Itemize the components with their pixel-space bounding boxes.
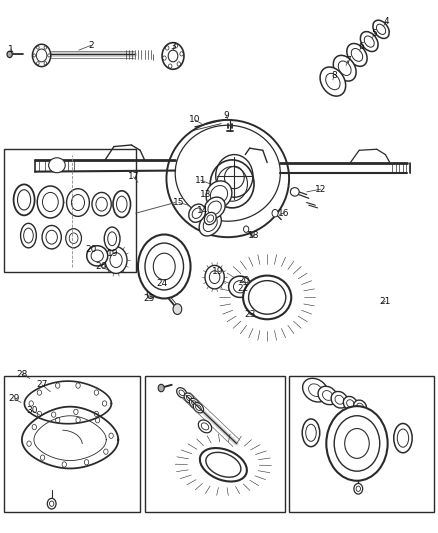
Text: 26: 26 xyxy=(95,262,106,271)
Ellipse shape xyxy=(204,212,216,225)
Ellipse shape xyxy=(360,31,378,52)
Ellipse shape xyxy=(166,120,289,237)
Ellipse shape xyxy=(206,181,232,208)
Circle shape xyxy=(326,406,388,481)
Circle shape xyxy=(66,229,81,248)
Circle shape xyxy=(244,226,249,232)
Ellipse shape xyxy=(320,67,346,96)
Circle shape xyxy=(42,225,61,249)
Ellipse shape xyxy=(333,55,356,81)
Circle shape xyxy=(147,290,154,298)
Bar xyxy=(4,376,140,512)
Text: 25: 25 xyxy=(143,294,155,303)
Circle shape xyxy=(272,209,278,217)
Ellipse shape xyxy=(303,378,328,402)
Ellipse shape xyxy=(204,197,225,219)
Ellipse shape xyxy=(290,188,299,196)
Text: 17: 17 xyxy=(128,173,139,181)
Text: 24: 24 xyxy=(156,279,168,288)
Ellipse shape xyxy=(394,423,412,453)
Ellipse shape xyxy=(229,276,251,297)
Text: 27: 27 xyxy=(36,381,48,389)
Text: 14: 14 xyxy=(197,206,208,215)
Ellipse shape xyxy=(243,276,291,319)
Ellipse shape xyxy=(347,44,367,66)
Ellipse shape xyxy=(104,227,120,251)
Text: 20: 20 xyxy=(239,276,250,285)
Circle shape xyxy=(67,189,89,216)
Circle shape xyxy=(7,51,12,58)
Text: 16: 16 xyxy=(278,209,290,217)
Circle shape xyxy=(37,186,64,218)
Text: 6: 6 xyxy=(358,43,364,51)
Circle shape xyxy=(105,247,127,273)
Text: 20: 20 xyxy=(85,245,97,254)
Ellipse shape xyxy=(177,387,187,398)
Bar xyxy=(145,376,285,512)
Text: 8: 8 xyxy=(331,71,337,80)
Circle shape xyxy=(158,384,164,392)
Text: 23: 23 xyxy=(244,310,255,319)
Bar xyxy=(289,376,434,512)
Text: 1: 1 xyxy=(8,45,14,53)
Ellipse shape xyxy=(331,391,348,408)
Ellipse shape xyxy=(21,223,36,248)
Circle shape xyxy=(354,483,363,494)
Text: 3: 3 xyxy=(170,43,177,51)
Ellipse shape xyxy=(353,400,367,413)
Text: 28: 28 xyxy=(16,370,28,378)
Ellipse shape xyxy=(189,398,200,409)
Ellipse shape xyxy=(113,191,131,217)
Text: 22: 22 xyxy=(237,285,249,293)
Ellipse shape xyxy=(373,20,389,38)
Ellipse shape xyxy=(49,158,65,173)
Ellipse shape xyxy=(87,246,108,266)
Ellipse shape xyxy=(14,184,35,215)
Text: 13: 13 xyxy=(200,190,212,199)
Ellipse shape xyxy=(200,448,247,481)
Circle shape xyxy=(173,304,182,314)
Ellipse shape xyxy=(193,402,204,413)
Circle shape xyxy=(162,43,184,69)
Text: 29: 29 xyxy=(8,394,20,403)
Circle shape xyxy=(47,498,56,509)
Ellipse shape xyxy=(199,212,221,236)
Text: 2: 2 xyxy=(88,41,94,50)
Bar xyxy=(4,149,136,272)
Circle shape xyxy=(138,235,191,298)
Ellipse shape xyxy=(198,420,212,433)
Text: 5: 5 xyxy=(371,29,378,37)
Text: 4: 4 xyxy=(384,17,389,26)
Ellipse shape xyxy=(210,160,254,208)
Ellipse shape xyxy=(343,397,357,410)
Text: 15: 15 xyxy=(173,198,184,207)
Text: 11: 11 xyxy=(195,176,206,184)
Text: 18: 18 xyxy=(248,231,260,240)
Text: 19: 19 xyxy=(107,249,119,258)
Circle shape xyxy=(32,44,51,67)
Text: 10: 10 xyxy=(189,116,201,124)
Text: 19: 19 xyxy=(212,268,224,276)
Text: 30: 30 xyxy=(26,406,37,415)
Text: 7: 7 xyxy=(345,56,351,65)
Ellipse shape xyxy=(184,393,194,403)
Text: 12: 12 xyxy=(315,185,326,193)
Ellipse shape xyxy=(189,204,205,222)
Circle shape xyxy=(205,265,224,289)
Text: 21: 21 xyxy=(380,297,391,305)
Ellipse shape xyxy=(318,386,337,405)
Ellipse shape xyxy=(302,419,320,447)
Circle shape xyxy=(92,192,111,216)
Text: 9: 9 xyxy=(223,111,230,119)
